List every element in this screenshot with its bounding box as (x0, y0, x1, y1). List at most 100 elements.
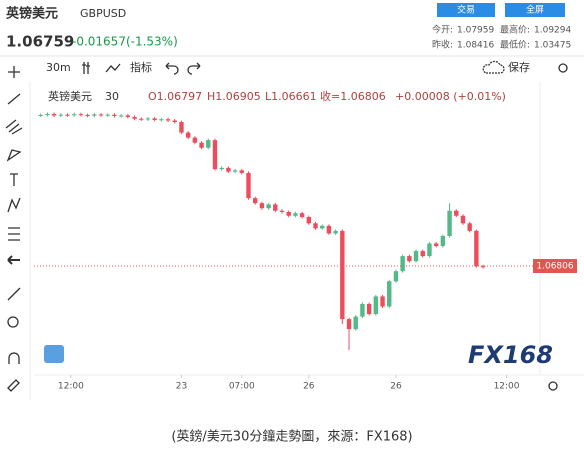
candle-body (293, 213, 298, 216)
stat-label: 最低价: (500, 39, 530, 51)
candle-body (380, 296, 385, 307)
brush-tool[interactable] (6, 149, 22, 162)
indicators[interactable]: 指标 (130, 60, 152, 74)
candle-body (306, 217, 312, 224)
indicator-icon[interactable] (105, 63, 121, 73)
trade-button-label[interactable]: 交易 (457, 4, 475, 16)
pattern-tool[interactable] (7, 197, 21, 213)
candle-body (132, 116, 137, 119)
candle-body (360, 303, 365, 317)
crosshair-icon[interactable] (8, 66, 20, 78)
candle-body (480, 266, 486, 268)
candle-body (474, 230, 479, 267)
legend-change: +0.00008 (+0.01%) (395, 90, 506, 103)
candle-body (440, 235, 446, 247)
last-price-label: 1.06806 (536, 262, 573, 272)
save[interactable]: 保存 (508, 60, 530, 74)
candle-body (427, 243, 432, 257)
legend-low: L1.06661 (265, 90, 317, 103)
fullscreen-button-label[interactable]: 全屏 (526, 4, 544, 16)
candle-body (266, 204, 271, 209)
candle-body (326, 225, 332, 234)
trade-button[interactable] (437, 3, 495, 17)
candle-body (45, 113, 50, 115)
axis-settings-icon[interactable] (548, 381, 558, 391)
candle-body (98, 114, 104, 116)
price-change: -0.01657(-1.53%) (72, 35, 178, 49)
candle-body (78, 114, 84, 116)
projection-tool[interactable] (8, 227, 20, 241)
back-tool[interactable] (7, 255, 20, 265)
candle-body (286, 211, 291, 216)
x-tick-label: 23 (176, 382, 187, 392)
price: 1.06759 (6, 33, 74, 51)
zoom-tool[interactable] (7, 316, 19, 328)
fullscreen-button[interactable] (505, 3, 565, 17)
candle-body (333, 230, 338, 234)
candle-body (454, 210, 459, 216)
candle-body (112, 114, 117, 116)
interval[interactable]: 30m (46, 61, 71, 74)
candle-body (353, 316, 358, 330)
candle-body (232, 170, 238, 172)
candle-icon[interactable] (82, 62, 90, 74)
x-tick-label: 07:00 (229, 382, 255, 392)
stat-value: 1.08416 (457, 41, 494, 51)
stat-label: 最高价: (500, 24, 530, 36)
lock-tool[interactable] (7, 379, 20, 392)
symbol-code: GBPUSD (80, 7, 126, 20)
ruler-tool[interactable] (7, 287, 21, 301)
candle-body (366, 303, 372, 315)
redo-icon[interactable] (187, 62, 201, 75)
candle-body (279, 210, 285, 212)
candle-body (239, 170, 244, 173)
candle-body (139, 118, 144, 120)
fib-tool[interactable] (5, 119, 23, 135)
tool-column (5, 93, 23, 392)
line-tool[interactable] (7, 93, 21, 105)
candle-body (226, 167, 231, 172)
candle-body (145, 118, 151, 120)
candle-body (313, 223, 318, 229)
candle-body (413, 251, 419, 262)
candle-body (407, 256, 412, 262)
stat-label: 今开: (432, 24, 453, 36)
candle-body (172, 120, 177, 123)
candle-body (447, 210, 452, 236)
candle-body (159, 119, 164, 121)
text-tool[interactable] (10, 173, 18, 186)
x-tick-label: 26 (390, 382, 402, 392)
undo-icon[interactable] (165, 62, 179, 75)
candle-body (387, 281, 392, 307)
legend-interval: 30 (105, 90, 119, 103)
candle-body (467, 223, 472, 231)
candle-body (346, 319, 352, 330)
caption: (英鎊/美元30分鐘走勢圖，來源：FX168) (171, 429, 412, 445)
candle-body (433, 243, 439, 247)
stat-value: 1.09294 (534, 26, 571, 36)
x-tick-label: 12:00 (58, 382, 84, 392)
candle-body (118, 115, 124, 117)
candle-body (72, 114, 77, 116)
candle-body (152, 118, 157, 121)
candle-body (125, 115, 131, 117)
magnet-tool[interactable] (8, 352, 20, 364)
settings-icon[interactable] (558, 63, 568, 73)
legend-name: 英镑美元 (48, 89, 92, 103)
candle-body (179, 122, 184, 133)
stat-value: 1.03475 (534, 41, 571, 51)
candle-body (400, 256, 405, 272)
stat-value: 1.07959 (457, 26, 494, 36)
candle-body (65, 114, 70, 116)
cloud-icon[interactable] (482, 60, 505, 74)
candle-body (212, 140, 218, 170)
candle-body (340, 230, 345, 320)
candle-body (460, 215, 466, 224)
candle-body (273, 204, 278, 211)
candle-body (259, 203, 265, 209)
candle-body (192, 137, 198, 143)
candle-body (252, 198, 258, 204)
candle-body (51, 113, 57, 116)
